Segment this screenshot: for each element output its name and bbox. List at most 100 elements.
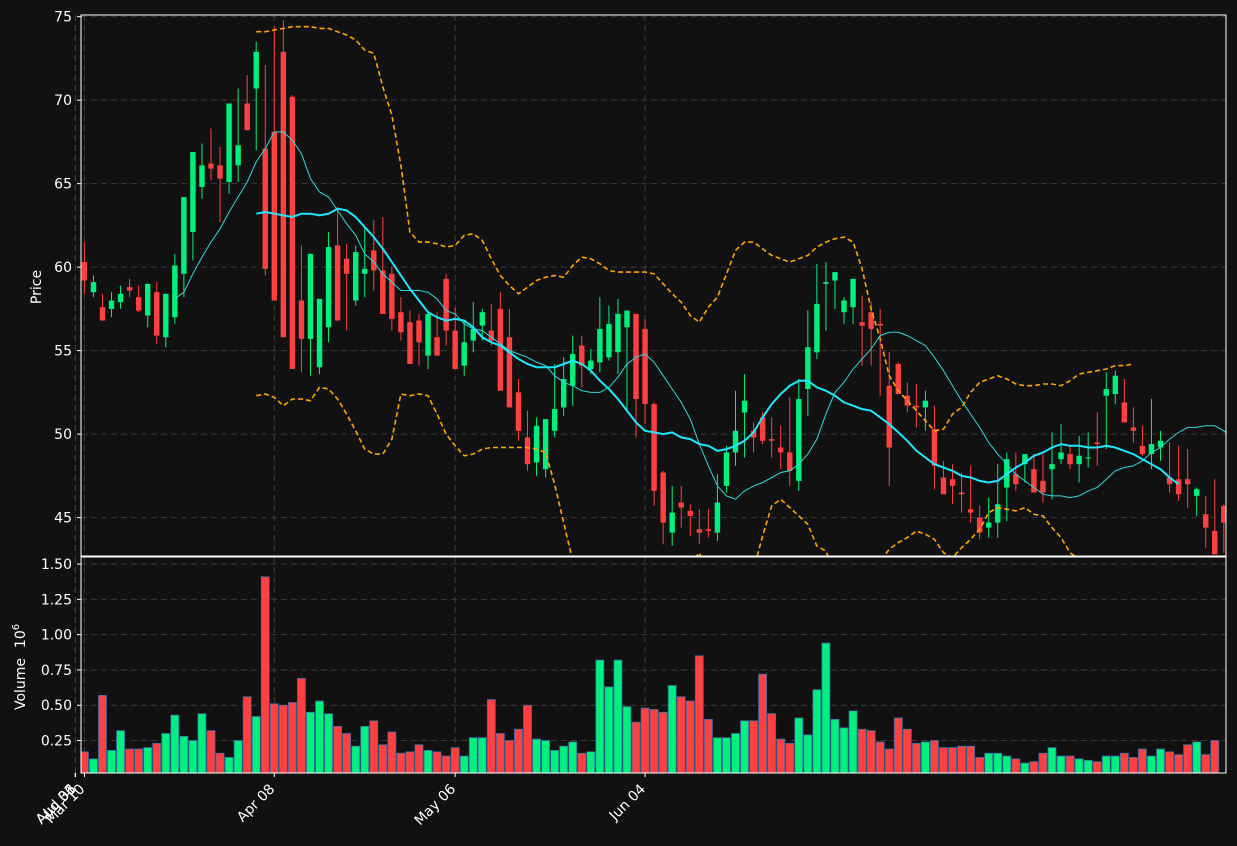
volume-bar [758,673,768,773]
candle-body [678,502,684,508]
candle-body [687,510,693,516]
candle-body [886,385,892,448]
volume-bar [206,730,216,773]
price-panel [74,15,1226,556]
candle-body [976,517,983,533]
volume-bar [197,713,207,773]
volume-bar [1201,754,1211,773]
candle-body [244,103,250,131]
candle-body [172,265,178,318]
volume-bar [794,717,804,773]
volume-bar [1210,740,1220,773]
volume-bar [676,696,686,773]
candle-body [841,300,847,313]
volume-tick-label: 0.25 [41,734,72,750]
candle-body [741,400,748,413]
candle-body [823,282,829,284]
candle-body [352,252,359,301]
candle-body [913,405,920,408]
slow-moving-average-line [256,207,1180,486]
candle-body [1022,454,1028,465]
volume-bar [523,704,532,773]
volume-bar [722,737,731,773]
volume-bar [306,711,315,773]
volume-bar [767,713,777,773]
volume-bar [568,741,578,773]
candle-body [108,300,115,309]
volume-bar [360,726,370,773]
volume-bar [468,737,478,773]
volume-bar [667,685,677,773]
candle-body [931,429,938,466]
candle-body [579,345,585,366]
candle-body [768,439,775,441]
candle-body [723,452,730,486]
volume-bar [1128,757,1138,773]
volume-tick-label: 0.75 [41,663,72,679]
candle-body [814,303,820,353]
volume-bar [1174,754,1184,773]
volume-bar [107,750,116,773]
candle-body [732,430,739,453]
volume-bar [297,678,306,773]
candle-body [235,145,241,166]
volume-bar [984,752,994,773]
candle-body [1058,452,1064,460]
volume-bar [1156,748,1165,773]
price-tick-label: 65 [54,177,72,193]
volume-bar [975,757,985,773]
volume-bar [1147,755,1156,773]
volume-panel-frame [80,556,1227,774]
volume-bar [703,718,713,773]
volume-bar [875,741,885,773]
volume-tick-label: 1.00 [41,628,72,644]
candle-body [796,399,802,481]
volume-bar [1011,758,1021,773]
candle-body [1121,402,1128,423]
volume-bar [215,752,225,773]
candle-body [651,404,657,491]
candle-body [325,247,332,328]
price-tick-label: 55 [54,344,72,360]
candle-body [1193,489,1200,496]
candle-body [135,297,142,311]
volume-bar [170,714,180,773]
volume-bar [396,752,406,773]
overlay-lines [174,25,1226,556]
candles [81,20,1226,555]
candle-body [497,308,504,391]
candle-body [443,278,449,331]
candle-body [958,492,965,495]
volume-bar [333,726,343,773]
candle-body [1203,514,1209,528]
volume-bar [649,709,659,773]
volume-bar [514,728,523,773]
candle-body [696,529,703,533]
candle-body [615,313,621,353]
candle-body [660,472,666,523]
candle-body [81,262,88,281]
candle-body [154,292,160,336]
volume-bar [685,700,695,773]
volume-bar [776,738,786,773]
candle-body [533,425,540,463]
candle-body [750,430,757,438]
candle-body [470,328,476,341]
candle-body [316,298,323,368]
volume-bar [920,741,930,773]
price-tick-label: 45 [54,511,72,527]
volume-bar [324,713,333,773]
candle-body [1067,454,1073,465]
candle-body [922,400,929,408]
volume-bar [1165,751,1174,773]
volume-bar [224,757,234,773]
candle-body [371,250,377,271]
candle-body [1094,442,1100,445]
candle-body [995,504,1001,523]
candle-body [542,419,549,470]
candle-body [940,477,947,495]
candle-body [217,165,223,179]
candle-body [642,328,648,405]
candle-body [1013,474,1019,485]
